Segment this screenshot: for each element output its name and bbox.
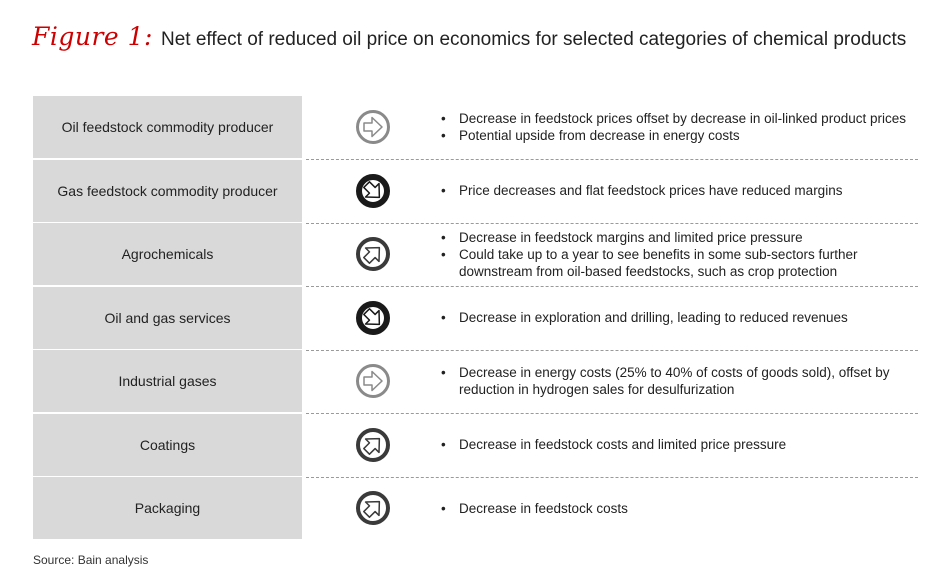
effect-bullets: Price decreases and flat feedstock price… bbox=[437, 160, 922, 222]
figure-label: Figure 1: bbox=[32, 22, 153, 51]
right-arrow-icon bbox=[355, 363, 391, 399]
effect-bullets: Decrease in exploration and drilling, le… bbox=[437, 287, 922, 349]
bullet-item: Decrease in feedstock costs bbox=[437, 500, 922, 517]
down-right-arrow-icon bbox=[355, 300, 391, 336]
category-label: Coatings bbox=[33, 413, 302, 476]
row-divider bbox=[306, 476, 918, 478]
row-divider bbox=[306, 413, 918, 414]
row-divider bbox=[306, 159, 918, 160]
bullet-item: Could take up to a year to see benefits … bbox=[437, 246, 922, 280]
effect-bullets: Decrease in feedstock costs bbox=[437, 477, 922, 539]
effect-bullets: Decrease in feedstock costs and limited … bbox=[437, 414, 922, 476]
figure-title-text: Net effect of reduced oil price on econo… bbox=[160, 29, 907, 50]
category-label: Oil feedstock commodity producer bbox=[33, 96, 302, 158]
category-label: Agrochemicals bbox=[33, 223, 302, 285]
bullet-item: Decrease in feedstock prices offset by d… bbox=[437, 110, 922, 127]
effect-bullets: Decrease in energy costs (25% to 40% of … bbox=[437, 350, 922, 412]
table-row: Oil feedstock commodity producerDecrease… bbox=[33, 96, 918, 158]
row-divider bbox=[306, 222, 918, 224]
figure-title: Figure 1: Net effect of reduced oil pric… bbox=[32, 22, 906, 56]
source-note: Source: Bain analysis bbox=[33, 553, 149, 567]
bullet-item: Decrease in exploration and drilling, le… bbox=[437, 309, 922, 326]
row-divider bbox=[306, 349, 918, 351]
table-row: Gas feedstock commodity producerPrice de… bbox=[33, 159, 918, 222]
category-label: Oil and gas services bbox=[33, 286, 302, 349]
up-right-arrow-icon bbox=[355, 236, 391, 272]
table-row: CoatingsDecrease in feedstock costs and … bbox=[33, 413, 918, 476]
bullet-item: Decrease in energy costs (25% to 40% of … bbox=[437, 364, 922, 398]
table-row: AgrochemicalsDecrease in feedstock margi… bbox=[33, 223, 918, 285]
table-row: Industrial gasesDecrease in energy costs… bbox=[33, 350, 918, 412]
down-right-arrow-icon bbox=[355, 173, 391, 209]
bullet-item: Decrease in feedstock costs and limited … bbox=[437, 436, 922, 453]
up-right-arrow-icon bbox=[355, 427, 391, 463]
effect-bullets: Decrease in feedstock margins and limite… bbox=[437, 223, 922, 285]
category-label: Gas feedstock commodity producer bbox=[33, 159, 302, 222]
category-label: Industrial gases bbox=[33, 350, 302, 412]
bullet-item: Potential upside from decrease in energy… bbox=[437, 127, 922, 144]
effect-bullets: Decrease in feedstock prices offset by d… bbox=[437, 96, 922, 158]
right-arrow-icon bbox=[355, 109, 391, 145]
bullet-item: Price decreases and flat feedstock price… bbox=[437, 182, 922, 199]
row-divider bbox=[306, 286, 918, 287]
table-row: PackagingDecrease in feedstock costs bbox=[33, 477, 918, 539]
up-right-arrow-icon bbox=[355, 490, 391, 526]
bullet-item: Decrease in feedstock margins and limite… bbox=[437, 229, 922, 246]
table-row: Oil and gas servicesDecrease in explorat… bbox=[33, 286, 918, 349]
category-label: Packaging bbox=[33, 477, 302, 539]
